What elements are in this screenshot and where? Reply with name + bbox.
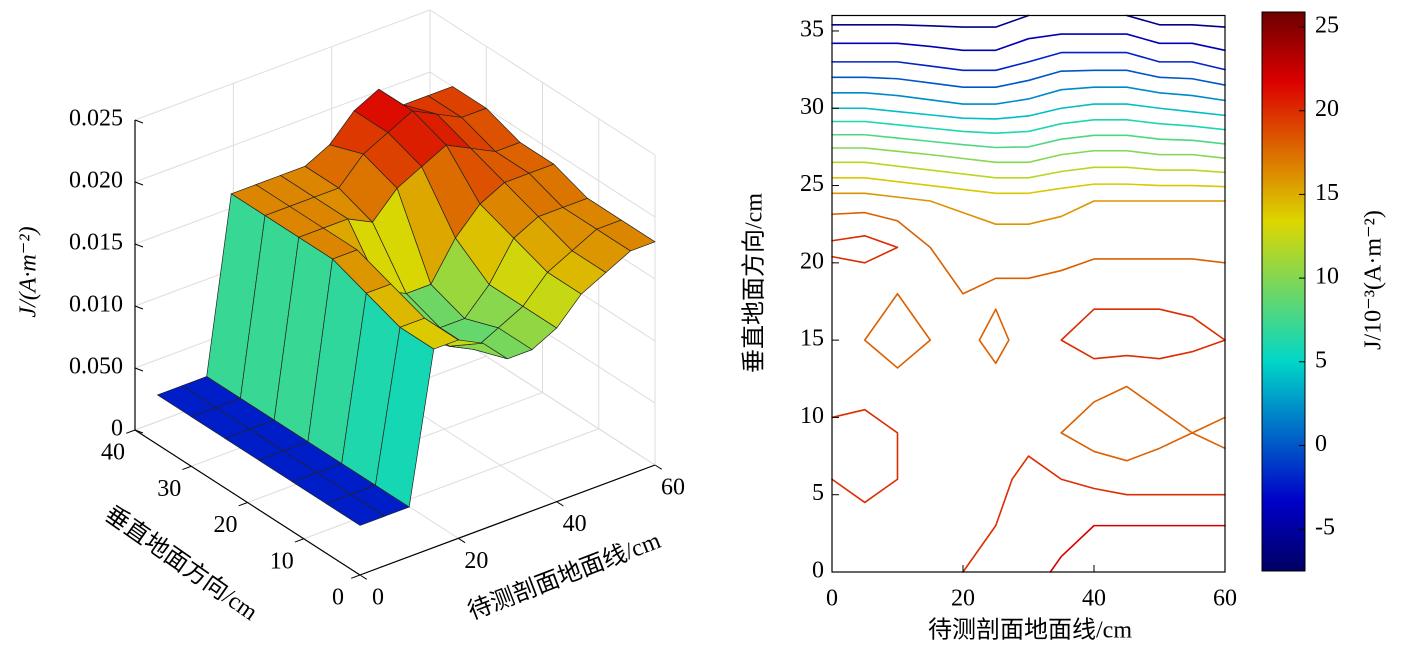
contour-line <box>831 51 1226 72</box>
colorbar-tick-label: 15 <box>1315 180 1339 206</box>
z-tick-label: 0.050 <box>69 354 123 380</box>
tick-mark <box>556 501 564 507</box>
contour-line <box>831 33 1226 52</box>
colorbar-tick-label: 20 <box>1315 96 1339 122</box>
colorbar <box>1261 11 1306 572</box>
colorbar-tick-label: 0 <box>1315 431 1327 457</box>
x-axis <box>359 464 656 576</box>
contour-line <box>831 69 1226 88</box>
surface-patch <box>325 494 386 526</box>
y-tick-label: 40 <box>101 440 125 466</box>
plot-frame <box>831 14 1226 573</box>
contour-line <box>1049 524 1226 573</box>
y-tick-label: 20 <box>800 248 824 274</box>
y-tick-label: 10 <box>270 548 294 574</box>
tick-mark <box>238 502 248 507</box>
colorbar-label: J/10⁻³(A·m⁻²) <box>1361 210 1387 350</box>
x-tick-label: 0 <box>826 586 838 612</box>
y-tick-label: 35 <box>800 16 824 42</box>
y-tick-label: 25 <box>800 171 824 197</box>
y-tick-label: 15 <box>800 326 824 352</box>
contour-line <box>831 86 1226 105</box>
colorbar-tick-label: 25 <box>1315 13 1339 39</box>
colorbar-tick-label: 5 <box>1315 347 1327 373</box>
z-tick-label: 0.015 <box>69 230 123 256</box>
y-axis-label: 垂直地面方向/cm <box>741 193 768 373</box>
z-tick-label: 0.010 <box>69 292 123 318</box>
y-tick-label: 20 <box>214 512 238 538</box>
x-tick-label: 0 <box>372 585 384 611</box>
contour-line <box>831 161 1226 179</box>
contour-line <box>831 103 1226 120</box>
x-tick-label: 20 <box>951 586 975 612</box>
y-axis <box>134 429 361 576</box>
z-tick-label: 0.025 <box>69 106 123 132</box>
tick-mark <box>134 181 144 186</box>
tick-mark <box>125 429 136 434</box>
contour-line <box>831 119 1226 135</box>
x-tick-label: 60 <box>1213 586 1237 612</box>
tick-mark <box>134 367 144 372</box>
colorbar-tick-label: 10 <box>1315 264 1339 290</box>
tick-mark <box>294 538 304 543</box>
tick-mark <box>359 574 368 580</box>
contour-line <box>831 177 1226 195</box>
tick-mark <box>134 119 144 124</box>
x-tick-label: 60 <box>661 475 685 501</box>
y-axis-label: 垂直地面方向/cm <box>100 501 263 627</box>
contour-line <box>831 211 1226 462</box>
y-tick-label: 0 <box>812 558 824 584</box>
y-tick-label: 0 <box>332 585 344 611</box>
tick-mark <box>654 464 663 470</box>
grid-line <box>134 9 431 121</box>
tick-mark <box>350 574 361 579</box>
contour-line <box>831 133 1226 149</box>
contour-line <box>831 14 1226 28</box>
tick-mark <box>182 465 192 471</box>
x-axis-label: 待测剖面地面线/cm <box>928 617 1132 644</box>
x-tick-label: 40 <box>563 511 587 537</box>
contour-line <box>831 147 1226 164</box>
contour-line <box>831 234 1226 573</box>
y-tick-label: 30 <box>800 94 824 120</box>
y-tick-label: 10 <box>800 403 824 429</box>
grid-line <box>429 9 656 156</box>
colorbar-tick-label: -5 <box>1315 515 1335 541</box>
tick-mark <box>134 305 144 310</box>
y-tick-label: 30 <box>157 476 181 502</box>
x-axis-label: 待测剖面地面线/cm <box>464 527 664 625</box>
contour-line <box>831 192 1226 225</box>
z-axis-label: J/(A·m⁻²) <box>16 226 42 317</box>
tick-mark <box>458 537 466 544</box>
tick-mark <box>134 243 144 248</box>
z-tick-label: 0 <box>111 416 123 442</box>
z-tick-label: 0.020 <box>69 168 123 194</box>
x-tick-label: 40 <box>1082 586 1106 612</box>
y-tick-label: 5 <box>812 480 824 506</box>
x-tick-label: 20 <box>464 548 488 574</box>
